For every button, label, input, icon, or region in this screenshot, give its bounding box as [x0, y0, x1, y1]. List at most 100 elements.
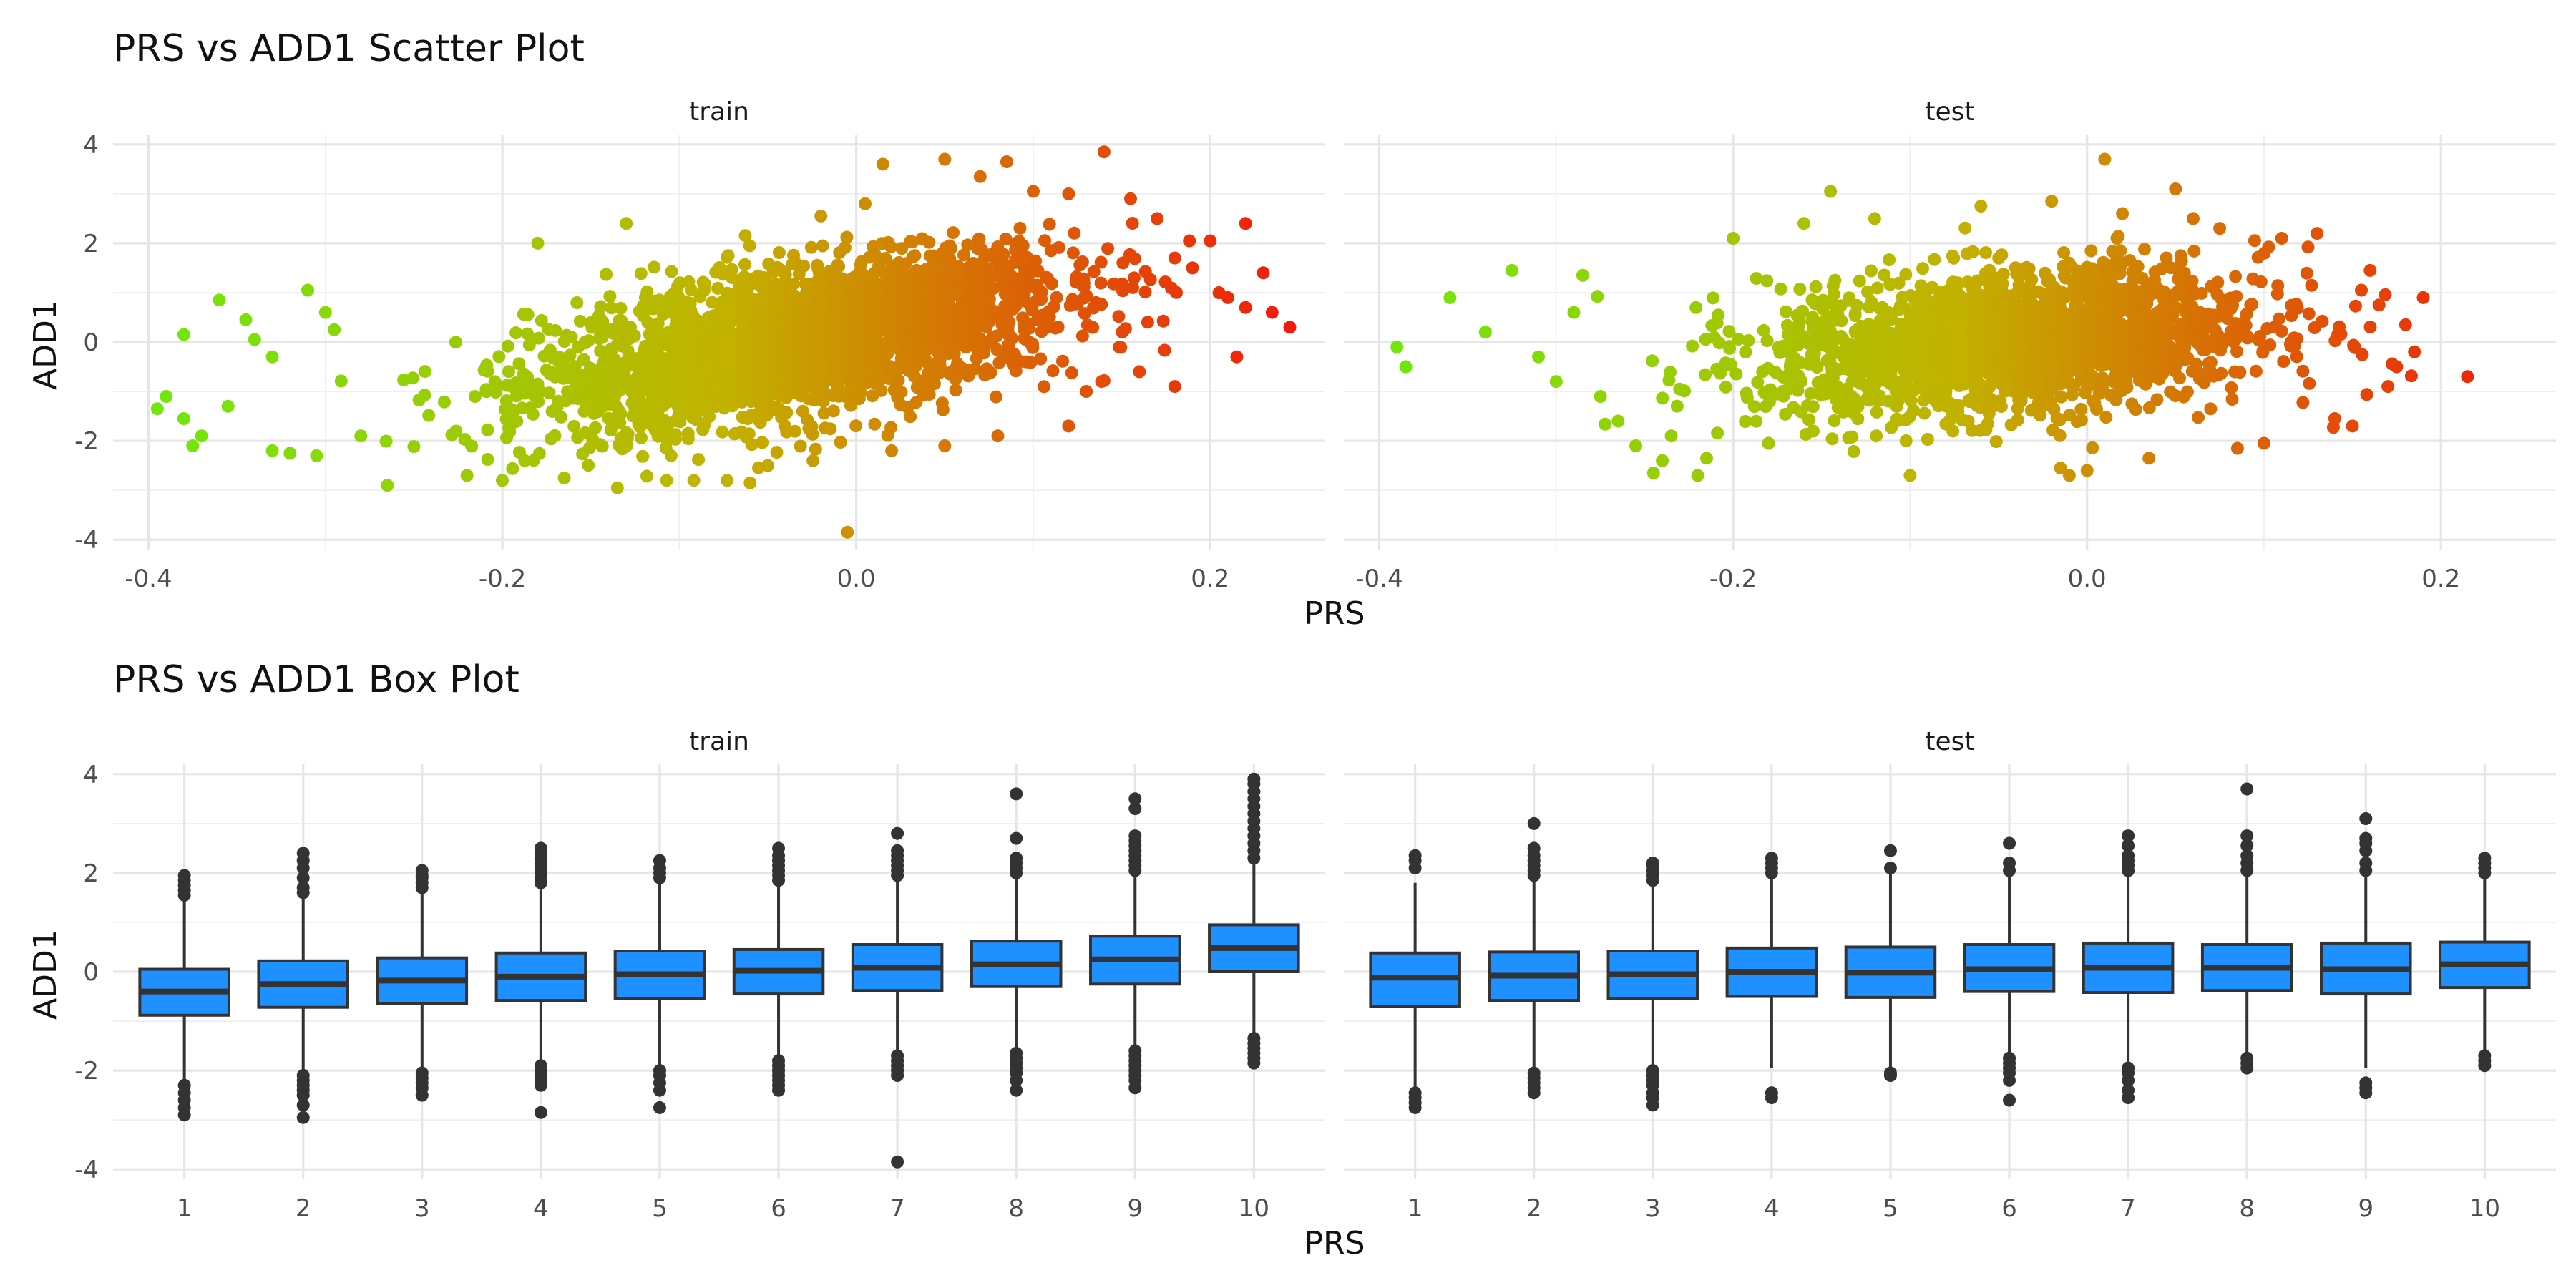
scatter-point [779, 268, 792, 281]
box-outlier [534, 1106, 547, 1119]
box-panel-test: 1 2 3 4 5 6 7 8 9 10 [1344, 764, 2556, 1223]
scatter-point [2011, 413, 2024, 426]
scatter-point [1599, 417, 1612, 431]
box-outlier [1527, 1086, 1541, 1100]
scatter-point [2053, 429, 2067, 442]
x-tick-label: 8 [1008, 1194, 1024, 1223]
scatter-point [1994, 400, 2008, 413]
scatter-point [2245, 298, 2259, 311]
box-outlier [2122, 1073, 2135, 1087]
box-y-axis-title: ADD1 [27, 930, 64, 1020]
scatter-point [1686, 339, 1699, 353]
scatter-point [669, 432, 682, 446]
scatter-point [786, 278, 800, 291]
scatter-point [2225, 381, 2238, 394]
scatter-point [1066, 246, 1080, 260]
scatter-point [1204, 234, 1217, 248]
scatter-point [1751, 376, 1765, 389]
scatter-point [1825, 432, 1839, 446]
scatter-point [1951, 399, 1965, 412]
scatter-point [1678, 384, 1691, 398]
scatter-point [1038, 234, 1051, 248]
scatter-point [665, 265, 678, 278]
scatter-point [2296, 364, 2310, 378]
box-outlier [1408, 849, 1422, 862]
scatter-point [594, 300, 608, 313]
scatter-point [2416, 291, 2430, 304]
box-outlier [1646, 857, 1659, 870]
box-outlier [1247, 772, 1261, 786]
scatter-point [721, 249, 735, 263]
scatter-point [636, 449, 650, 463]
scatter-point [2360, 388, 2373, 401]
scatter-point [2215, 366, 2228, 380]
scatter-point [565, 331, 578, 343]
scatter-point [1443, 291, 1457, 304]
scatter-point [826, 404, 840, 418]
scatter-point [2290, 301, 2304, 315]
scatter-point [780, 406, 794, 419]
scatter-point [195, 429, 208, 443]
x-tick-label: 5 [652, 1194, 668, 1223]
scatter-point [1699, 368, 1712, 381]
box-7 [2082, 829, 2175, 1105]
scatter-point [2071, 293, 2084, 306]
scatter-point [1732, 333, 1745, 346]
scatter-point [2254, 275, 2268, 288]
x-tick-label: -0.4 [1355, 565, 1402, 593]
scatter-point [692, 453, 706, 467]
y-tick-label: 2 [83, 859, 99, 888]
scatter-point [2277, 355, 2290, 369]
x-tick-label: 10 [1239, 1194, 1269, 1223]
box-outlier [1408, 1101, 1422, 1114]
scatter-point [743, 476, 757, 489]
scatter-point [745, 438, 758, 452]
scatter-point [1005, 331, 1018, 345]
box-2 [1488, 816, 1581, 1100]
scatter-point [557, 471, 571, 484]
scatter-point [510, 414, 524, 428]
scatter-point [614, 301, 628, 315]
x-tick-label: 2 [1526, 1194, 1542, 1223]
scatter-point [1080, 385, 1093, 398]
scatter-point [2316, 314, 2329, 328]
scatter-point [160, 390, 173, 403]
scatter-point [1722, 325, 1736, 338]
scatter-point [501, 339, 514, 353]
scatter-point [605, 301, 618, 315]
scatter-point [698, 278, 711, 291]
scatter-point [1116, 284, 1129, 298]
box-4 [1725, 852, 1818, 1105]
scatter-point [1780, 305, 1792, 318]
scatter-point [742, 427, 756, 441]
scatter-point [570, 296, 584, 309]
scatter-point [908, 369, 922, 383]
scatter-point [1133, 365, 1146, 379]
box-strip-train: train [689, 727, 749, 756]
scatter-point [177, 412, 190, 425]
scatter-point [1958, 221, 1972, 235]
scatter-point [1141, 316, 1154, 329]
scatter-point [621, 427, 635, 441]
scatter-point [449, 424, 463, 438]
scatter-point [567, 419, 581, 433]
scatter-point [535, 314, 548, 327]
scatter-point [2248, 234, 2261, 248]
scatter-point [2022, 262, 2036, 275]
scatter-point [984, 366, 997, 379]
scatter-point [1118, 322, 1132, 336]
scatter-point [1013, 221, 1027, 235]
scatter-point [614, 407, 628, 421]
scatter-point [1989, 435, 2003, 449]
scatter-point [1899, 434, 1913, 447]
box-outlier [891, 844, 904, 857]
scatter-point [2379, 288, 2392, 301]
scatter-point [997, 248, 1010, 261]
scatter-point [1691, 469, 1704, 482]
scatter-point [2271, 279, 2285, 293]
box-9 [1088, 792, 1181, 1095]
scatter-point [310, 449, 323, 462]
y-tick-label: 4 [83, 761, 99, 789]
scatter-point [904, 410, 917, 424]
box-1 [138, 869, 230, 1122]
